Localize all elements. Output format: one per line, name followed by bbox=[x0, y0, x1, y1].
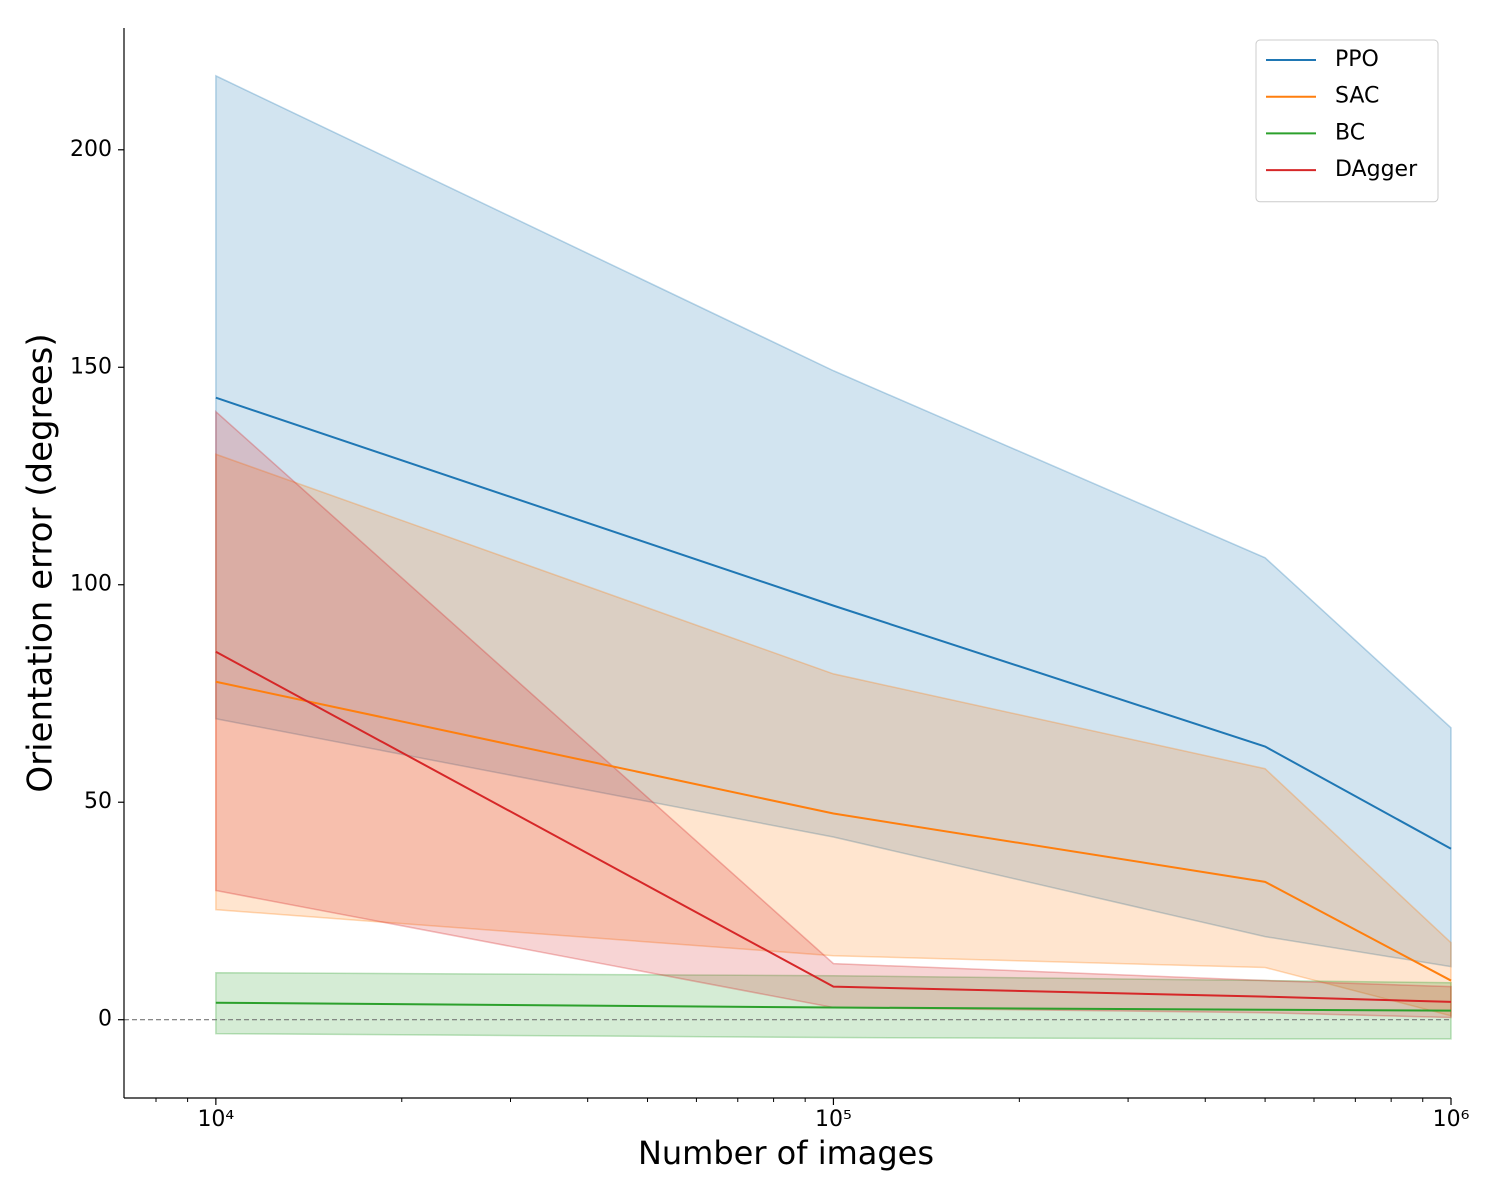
series-line bbox=[215, 1001, 1452, 1012]
legend-label: PPO bbox=[1335, 47, 1379, 72]
legend-label: BC bbox=[1335, 120, 1365, 145]
y-tick-label: 50 bbox=[84, 789, 112, 814]
confidence-band bbox=[215, 971, 1452, 1040]
legend-label: SAC bbox=[1335, 84, 1379, 109]
confidence-band bbox=[215, 409, 1452, 1019]
y-tick-label: 200 bbox=[70, 137, 112, 162]
confidence-band bbox=[215, 453, 1452, 1017]
legend: PPO SAC BC DAgger bbox=[1255, 39, 1439, 203]
series-line bbox=[215, 680, 1452, 982]
legend-label: DAgger bbox=[1335, 157, 1418, 182]
plot-area bbox=[124, 74, 1452, 1040]
x-tick-label: 10⁶ bbox=[1433, 1107, 1470, 1132]
y-tick-label: 100 bbox=[70, 572, 112, 597]
x-tick-label: 10⁵ bbox=[815, 1107, 852, 1132]
y-tick-label: 150 bbox=[70, 354, 112, 379]
y-axis-label: Orientation error (degrees) bbox=[21, 333, 61, 792]
x-tick-label: 10⁴ bbox=[197, 1107, 234, 1132]
legend-box bbox=[1255, 39, 1439, 203]
confidence-band bbox=[215, 74, 1452, 968]
series-line bbox=[215, 396, 1452, 850]
y-tick-label: 0 bbox=[98, 1007, 112, 1032]
series-line bbox=[215, 650, 1452, 1003]
x-axis-label: Number of images bbox=[638, 1134, 934, 1172]
